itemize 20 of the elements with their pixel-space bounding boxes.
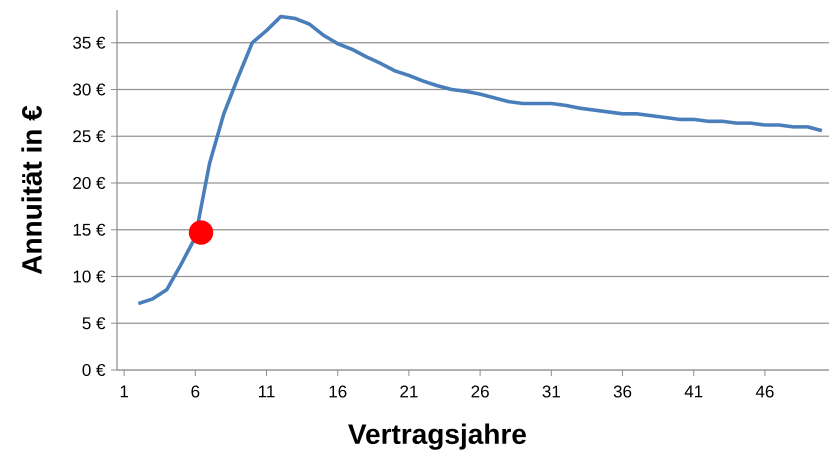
y-tick-label: 5 € — [82, 317, 106, 330]
y-tick-label: 0 € — [82, 364, 106, 376]
x-tick-label: 16 — [330, 386, 346, 398]
y-tick-label: 20 € — [73, 176, 106, 190]
y-axis-title: Annuität in € — [21, 106, 42, 274]
x-tick-label: 11 — [259, 386, 275, 398]
y-tick-label: 30 € — [73, 83, 106, 96]
x-tick-label: 21 — [400, 386, 418, 398]
x-tick-label: 31 — [542, 386, 560, 398]
y-tick-label: 25 € — [73, 130, 106, 142]
y-tick-label: 15 € — [74, 224, 106, 236]
x-tick-label: 36 — [614, 386, 632, 398]
x-axis-title: Vertragsjahre — [348, 424, 526, 450]
x-tick-label: 41 — [684, 386, 702, 398]
x-tick-label: 26 — [472, 386, 489, 398]
y-tick-label: 35 € — [73, 36, 106, 49]
y-tick-label: 10 € — [74, 270, 106, 283]
x-tick-label: 6 — [191, 386, 200, 398]
x-tick-label: 46 — [756, 386, 774, 398]
x-tick-label: 1 — [120, 386, 128, 398]
